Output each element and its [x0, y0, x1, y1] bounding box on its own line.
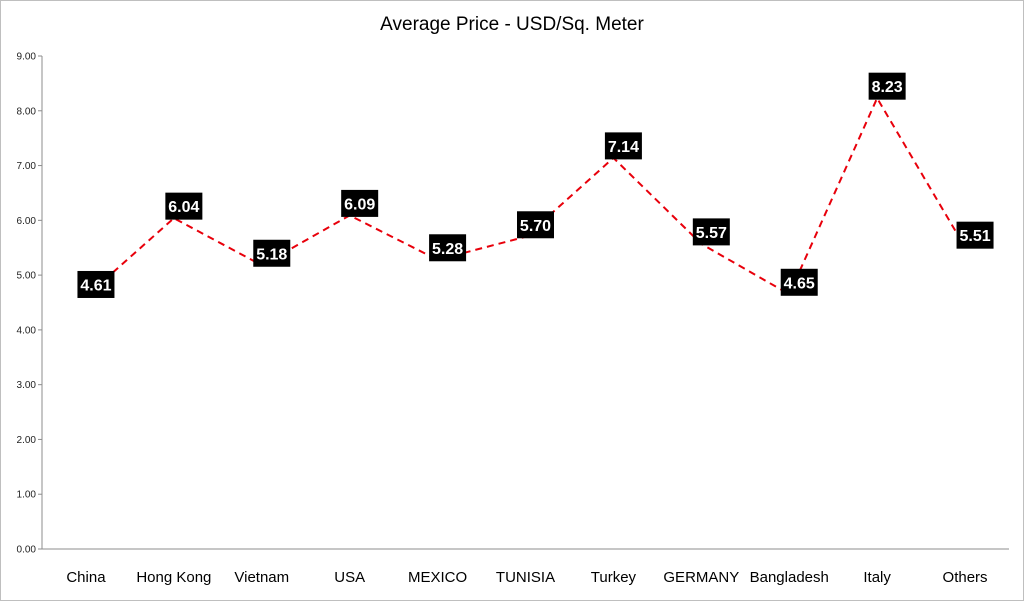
x-tick-label: Others — [943, 569, 988, 586]
x-tick-label: Hong Kong — [136, 569, 211, 586]
data-label: 5.57 — [696, 225, 727, 242]
x-tick-label: Turkey — [591, 569, 637, 586]
y-tick-label: 2.00 — [17, 435, 37, 446]
data-label-box — [780, 268, 818, 296]
data-label: 6.09 — [344, 196, 375, 213]
chart-title: Average Price - USD/Sq. Meter — [380, 14, 644, 35]
data-label-box — [77, 270, 115, 298]
data-label-box — [956, 221, 994, 249]
data-label-box — [517, 211, 554, 239]
data-label: 6.04 — [168, 199, 199, 216]
data-label: 5.18 — [256, 246, 287, 263]
data-label: 8.23 — [872, 79, 903, 96]
data-label-box — [692, 218, 730, 246]
x-tick-label: Vietnam — [234, 569, 289, 586]
x-tick-label: MEXICO — [408, 569, 467, 586]
series-line — [85, 96, 966, 298]
y-tick-label: 3.00 — [17, 380, 37, 391]
data-label: 5.51 — [959, 228, 990, 245]
data-label-box — [341, 189, 379, 217]
data-label-box — [429, 234, 467, 262]
data-label-box — [165, 192, 203, 220]
y-tick-label: 1.00 — [17, 490, 37, 501]
x-tick-label: China — [66, 569, 106, 586]
series-lines — [84, 96, 967, 298]
data-label-box — [868, 72, 906, 100]
data-label: 4.61 — [80, 277, 111, 294]
x-tick-label: Bangladesh — [750, 569, 829, 586]
data-label: 4.65 — [784, 275, 815, 292]
y-tick-label: 9.00 — [17, 52, 37, 63]
data-label-box — [253, 239, 291, 267]
y-tick-labels: 0.00 1.00 2.00 3.00 4.00 5.00 6.00 7.00 8.00 9.00 — [17, 52, 42, 556]
data-labels: 4.61 6.04 5.18 6.09 5.28 5.70 7.14 5.57 4.65 8.23… — [77, 72, 994, 298]
x-tick-labels: China Hong Kong Vietnam USA MEXICO TUNISIA Tur… — [66, 569, 987, 586]
y-tick-label: 6.00 — [17, 216, 37, 227]
data-label: 5.70 — [520, 218, 551, 235]
y-tick-label: 4.00 — [17, 325, 37, 336]
x-tick-label: Italy — [863, 569, 891, 586]
y-tick-label: 0.00 — [17, 545, 37, 556]
x-tick-label: USA — [334, 569, 365, 586]
y-tick-label: 8.00 — [17, 106, 37, 117]
axes — [41, 56, 1009, 550]
y-tick-label: 7.00 — [17, 161, 37, 172]
data-label-box — [604, 132, 642, 160]
data-label: 5.28 — [432, 241, 463, 258]
data-label: 7.14 — [608, 139, 639, 156]
x-tick-label: TUNISIA — [496, 569, 555, 586]
y-tick-label: 5.00 — [17, 271, 37, 282]
x-tick-label: GERMANY — [663, 569, 739, 586]
